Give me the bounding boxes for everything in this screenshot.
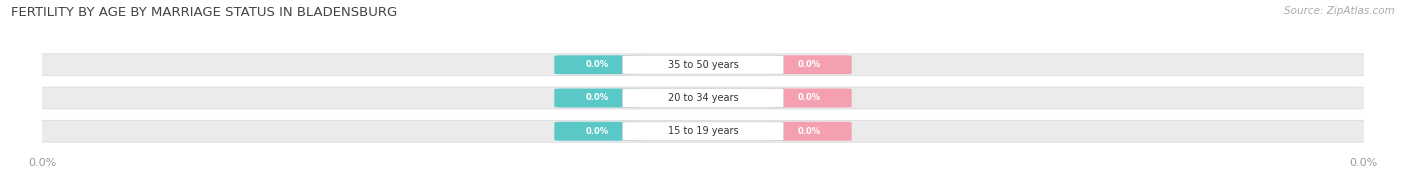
Text: 15 to 19 years: 15 to 19 years bbox=[668, 126, 738, 136]
Text: 0.0%: 0.0% bbox=[586, 93, 609, 103]
FancyBboxPatch shape bbox=[623, 89, 783, 107]
FancyBboxPatch shape bbox=[554, 89, 640, 107]
FancyBboxPatch shape bbox=[623, 122, 783, 141]
Text: Source: ZipAtlas.com: Source: ZipAtlas.com bbox=[1284, 6, 1395, 16]
Text: 0.0%: 0.0% bbox=[797, 127, 820, 136]
FancyBboxPatch shape bbox=[39, 87, 1367, 109]
FancyBboxPatch shape bbox=[554, 55, 640, 74]
FancyBboxPatch shape bbox=[766, 55, 852, 74]
Text: 0.0%: 0.0% bbox=[797, 60, 820, 69]
Text: 0.0%: 0.0% bbox=[797, 93, 820, 103]
Text: FERTILITY BY AGE BY MARRIAGE STATUS IN BLADENSBURG: FERTILITY BY AGE BY MARRIAGE STATUS IN B… bbox=[11, 6, 398, 19]
FancyBboxPatch shape bbox=[554, 122, 640, 141]
Text: 0.0%: 0.0% bbox=[586, 127, 609, 136]
FancyBboxPatch shape bbox=[766, 89, 852, 107]
Text: 0.0%: 0.0% bbox=[586, 60, 609, 69]
FancyBboxPatch shape bbox=[623, 55, 783, 74]
FancyBboxPatch shape bbox=[766, 122, 852, 141]
FancyBboxPatch shape bbox=[39, 54, 1367, 76]
Text: 20 to 34 years: 20 to 34 years bbox=[668, 93, 738, 103]
FancyBboxPatch shape bbox=[39, 120, 1367, 142]
Text: 35 to 50 years: 35 to 50 years bbox=[668, 60, 738, 70]
